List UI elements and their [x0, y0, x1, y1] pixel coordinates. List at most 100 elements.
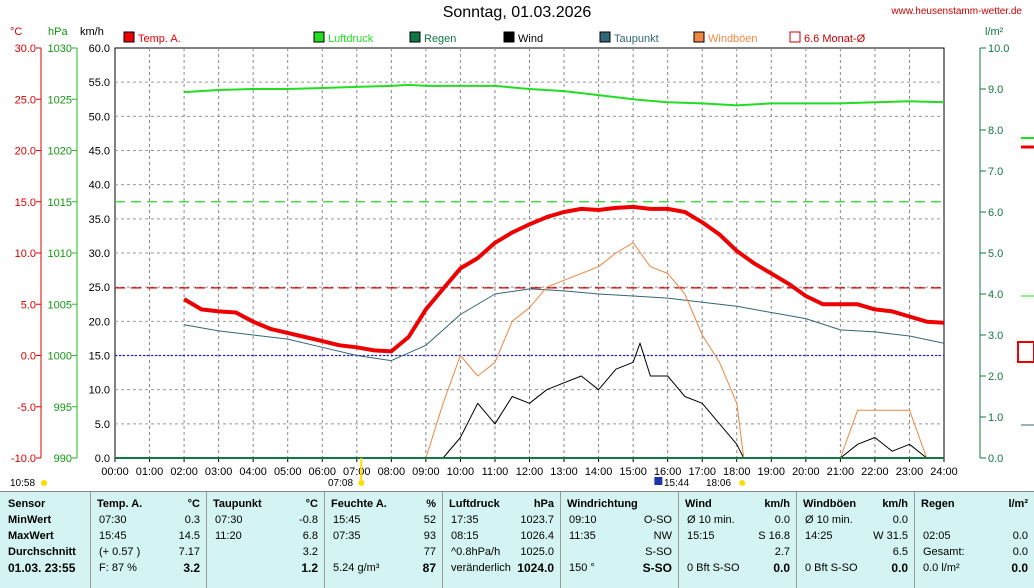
time-tick-label: 04:00	[239, 466, 267, 478]
rain-tick-label: 10.0	[988, 43, 1009, 55]
max-value: 1026.4	[520, 530, 554, 542]
time-marker-t1: 15:44	[664, 478, 690, 489]
legend-label: Luftdruck	[328, 33, 374, 45]
last-value: S-SO	[642, 561, 672, 575]
rain-tick-label: 1.0	[988, 412, 1003, 424]
max-value: W 31.5	[873, 530, 908, 542]
legend-swatch	[409, 31, 421, 43]
time-tick-label: 20:00	[792, 466, 820, 478]
last-note: veränderlich	[451, 562, 511, 574]
rain-tick-label: 2.0	[988, 371, 1003, 383]
column-unit: l/m²	[1008, 498, 1028, 510]
date-label: 01.03. 23:55	[8, 561, 76, 575]
site-link[interactable]: www.heusenstamm-wetter.de	[891, 6, 1022, 17]
min-note: Ø 10 min.	[687, 514, 735, 526]
time-marker-left: 10:58	[10, 478, 36, 489]
time-tick-label: 01:00	[136, 466, 164, 478]
kmh-tick-label: 25.0	[89, 282, 110, 294]
temp-tick-label: -5.0	[17, 402, 36, 414]
last-value: 1.2	[301, 561, 318, 575]
sun-marker-left	[41, 480, 47, 486]
avg-value: 77	[423, 546, 436, 558]
temp-tick-label: 10.0	[15, 248, 36, 260]
max-note: 15:45	[99, 530, 127, 542]
max-note: 08:15	[451, 530, 479, 542]
last-value: 0.0	[891, 561, 908, 575]
page-title: Sonntag, 01.03.2026	[442, 4, 592, 21]
stats-column-2: Feuchte A.% 15:45 52 07:35 93 77 5.24 g/m³ 87	[324, 492, 442, 588]
temp-unit-label: °C	[10, 26, 22, 38]
time-tick-label: 19:00	[758, 466, 786, 478]
avg-value: S-SO	[645, 546, 672, 558]
time-tick-label: 13:00	[550, 466, 578, 478]
column-unit: °C	[305, 498, 318, 510]
legend-swatch	[789, 31, 801, 43]
column-head: Temp. A.	[97, 498, 143, 510]
hpa-tick-label: 1030	[48, 43, 72, 55]
time-tick-label: 18:00	[723, 466, 751, 478]
time-tick-label: 09:00	[412, 466, 440, 478]
kmh-tick-label: 5.0	[95, 419, 110, 431]
hpa-tick-label: 1010	[48, 248, 72, 260]
max-value: NW	[653, 530, 672, 542]
temp-tick-label: 15.0	[15, 197, 36, 209]
avg-value: 7.17	[178, 546, 200, 558]
kmh-tick-label: 15.0	[89, 351, 110, 363]
max-note: 07:35	[333, 530, 361, 542]
column-unit: km/h	[764, 498, 790, 510]
hpa-tick-label: 1005	[48, 299, 72, 311]
min-label: MinWert	[8, 514, 52, 526]
series-luftdruck	[184, 83, 945, 107]
rain-tick-label: 0.0	[988, 453, 1003, 465]
kmh-tick-label: 55.0	[89, 77, 110, 89]
kmh-tick-label: 50.0	[89, 111, 110, 123]
time-tick-label: 24:00	[930, 466, 958, 478]
stats-column-7: Regen l/m² 02:05 0.0 Gesamt: 0.0 0.0 l/m² 0.0	[914, 492, 1034, 588]
temp-tick-label: 20.0	[15, 146, 36, 158]
last-value: 1024.0	[517, 561, 554, 575]
rain-tick-label: 9.0	[988, 84, 1003, 96]
time-tick-label: 15:00	[619, 466, 647, 478]
min-note: 07:30	[215, 514, 243, 526]
row-labels-column: Sensor MinWert MaxWert Durchschnitt 01.0…	[0, 492, 90, 588]
min-value: 0.3	[184, 514, 200, 526]
time-tick-label: 23:00	[896, 466, 924, 478]
time-tick-label: 10:00	[447, 466, 475, 478]
column-unit: %	[426, 498, 436, 510]
legend-swatch	[693, 31, 705, 43]
moon-marker	[654, 477, 663, 485]
time-tick-label: 00:00	[101, 466, 129, 478]
last-note: F: 87 %	[99, 562, 137, 574]
last-note: 5.24 g/m³	[333, 562, 380, 574]
max-note: 02:05	[923, 530, 951, 542]
kmh-tick-label: 35.0	[89, 214, 110, 226]
legend-label: Windböen	[708, 33, 758, 45]
min-value: 1023.7	[520, 514, 554, 526]
weather-chart: 30.0 25.0 20.0 15.0 10.0 5.0 0.0 -5.0 -10.0 1030 1…	[10, 26, 1034, 486]
temp-tick-label: 25.0	[15, 94, 36, 106]
avg-note: ^0.8hPa/h	[451, 546, 501, 558]
avg-value: 2.7	[774, 546, 790, 558]
column-head: Windrichtung	[567, 498, 638, 510]
temp-tick-label: -10.0	[11, 453, 36, 465]
min-note: Ø 10 min.	[805, 514, 853, 526]
hpa-tick-label: 1020	[48, 146, 72, 158]
column-unit: hPa	[533, 498, 554, 510]
kmh-tick-label: 45.0	[89, 146, 110, 158]
sensor-header: Sensor	[8, 498, 46, 510]
hpa-tick-label: 1025	[48, 94, 72, 106]
rain-unit-label: l/m²	[985, 26, 1004, 38]
time-tick-label: 02:00	[170, 466, 198, 478]
time-tick-label: 16:00	[654, 466, 682, 478]
last-note: 0.0 l/m²	[923, 562, 960, 574]
column-head: Regen	[921, 498, 955, 510]
avg-value: 3.2	[302, 546, 318, 558]
last-value: 0.0	[1011, 561, 1028, 575]
legend-swatch	[217, 31, 229, 43]
rain-tick-label: 4.0	[988, 289, 1003, 301]
column-head: Luftdruck	[449, 498, 500, 510]
legend-swatch	[599, 31, 611, 43]
column-head: Taupunkt	[213, 498, 262, 510]
legend-swatch	[503, 31, 515, 43]
rain-tick-label: 5.0	[988, 248, 1003, 260]
